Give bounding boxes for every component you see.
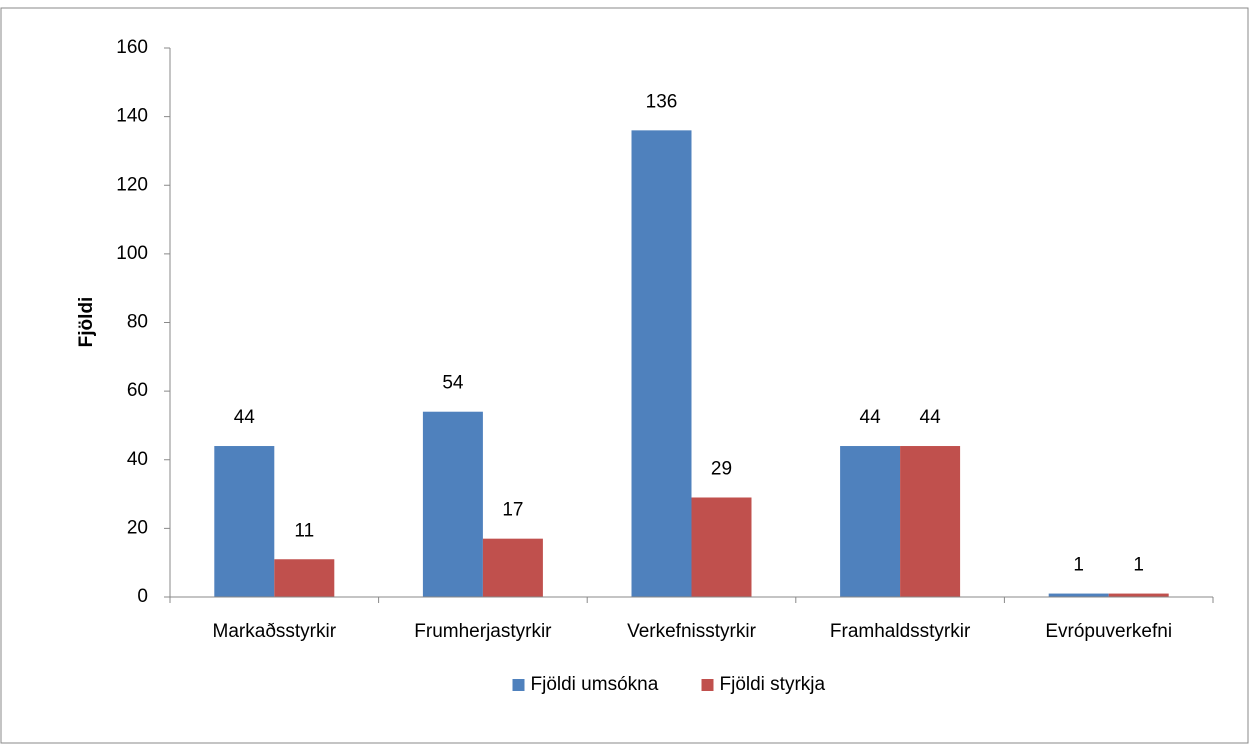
y-tick-label: 160 bbox=[116, 37, 148, 58]
data-label: 44 bbox=[920, 407, 942, 428]
y-tick-label: 80 bbox=[127, 312, 148, 333]
bar bbox=[422, 411, 483, 597]
bar bbox=[900, 446, 961, 597]
data-label: 54 bbox=[442, 373, 464, 394]
y-axis-label: Fjöldi bbox=[76, 297, 97, 348]
y-tick-label: 20 bbox=[127, 517, 148, 538]
x-tick-label: Markaðsstyrkir bbox=[213, 621, 337, 642]
bar bbox=[274, 559, 335, 597]
y-tick-label: 140 bbox=[116, 106, 148, 127]
y-tick-label: 40 bbox=[127, 449, 148, 470]
data-label: 1 bbox=[1073, 555, 1084, 576]
x-tick-label: Framhaldsstyrkir bbox=[830, 621, 971, 642]
data-label: 136 bbox=[646, 91, 678, 112]
x-tick-label: Evrópuverkefni bbox=[1045, 621, 1172, 642]
legend-label: Fjöldi styrkja bbox=[720, 674, 826, 695]
bar bbox=[840, 446, 901, 597]
bar bbox=[1048, 593, 1109, 597]
legend-swatch bbox=[512, 679, 525, 691]
data-label: 44 bbox=[234, 407, 256, 428]
bar bbox=[691, 497, 752, 597]
bar bbox=[214, 446, 275, 597]
data-label: 29 bbox=[711, 459, 732, 480]
x-tick-label: Frumherjastyrkir bbox=[414, 621, 552, 642]
y-tick-label: 100 bbox=[116, 243, 148, 264]
legend-label: Fjöldi umsókna bbox=[531, 674, 659, 695]
bar bbox=[631, 130, 692, 597]
bar bbox=[1108, 593, 1169, 597]
x-tick-label: Verkefnisstyrkir bbox=[627, 621, 756, 642]
legend-swatch bbox=[701, 679, 714, 691]
chart-border bbox=[0, 7, 1249, 744]
y-tick-label: 60 bbox=[127, 380, 148, 401]
data-label: 1 bbox=[1133, 555, 1144, 576]
y-tick-label: 0 bbox=[137, 586, 148, 607]
bar bbox=[482, 538, 543, 597]
data-label: 44 bbox=[860, 407, 882, 428]
y-tick-label: 120 bbox=[116, 174, 148, 195]
data-label: 11 bbox=[294, 520, 314, 541]
data-label: 17 bbox=[502, 500, 523, 521]
